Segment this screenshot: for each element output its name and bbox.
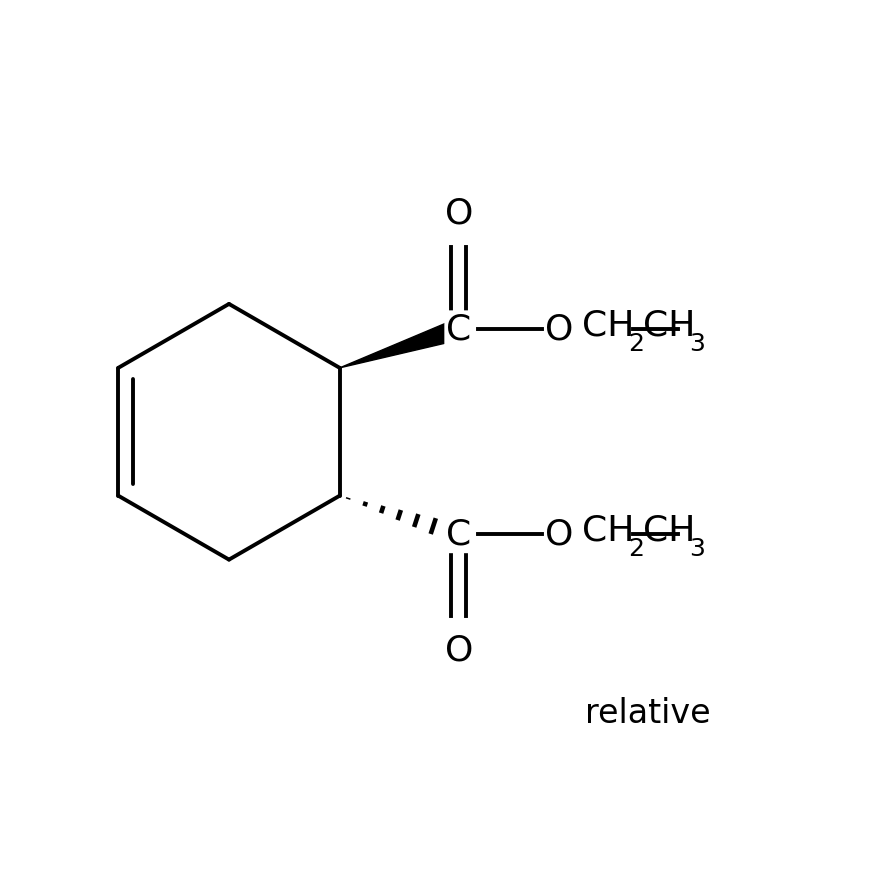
Text: CH: CH [582, 514, 635, 548]
Text: 2: 2 [628, 538, 644, 562]
Text: O: O [546, 312, 573, 346]
Text: CH: CH [643, 309, 695, 343]
Text: 3: 3 [689, 538, 705, 562]
Text: O: O [445, 633, 473, 668]
Text: 3: 3 [689, 332, 705, 356]
Text: C: C [446, 312, 472, 346]
Polygon shape [340, 320, 462, 368]
Text: 2: 2 [628, 332, 644, 356]
Text: C: C [446, 517, 472, 552]
Text: CH: CH [582, 309, 635, 343]
Text: O: O [445, 197, 473, 231]
Text: O: O [546, 517, 573, 552]
Text: CH: CH [643, 514, 695, 548]
Text: relative: relative [585, 698, 710, 731]
